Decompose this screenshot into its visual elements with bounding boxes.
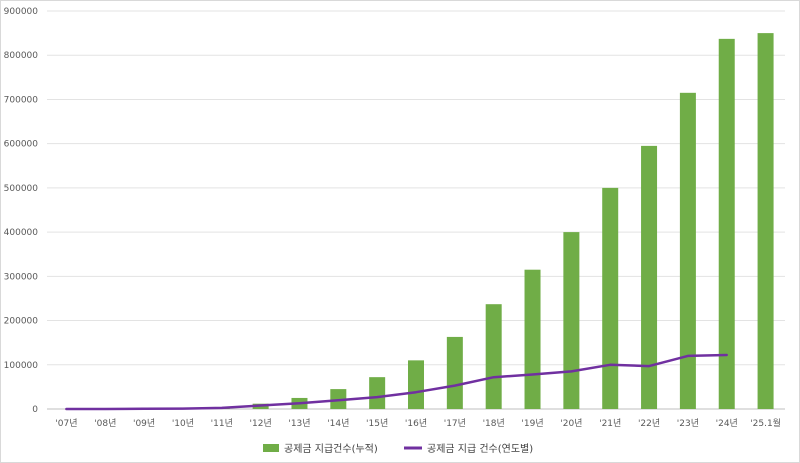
bar-series bbox=[136, 33, 774, 410]
y-tick-label: 900000 bbox=[4, 7, 39, 17]
legend-label-line: 공제금 지급 건수(연도별) bbox=[427, 443, 533, 455]
x-tick-label: '07년 bbox=[55, 418, 77, 429]
y-tick-label: 0 bbox=[32, 405, 38, 415]
x-tick-label: '12년 bbox=[250, 418, 272, 429]
x-tick-label: '18년 bbox=[483, 418, 505, 429]
x-tick-label: '16년 bbox=[405, 418, 427, 429]
x-tick-label: '17년 bbox=[444, 418, 466, 429]
x-tick-label: '11년 bbox=[211, 418, 233, 429]
y-tick-label: 200000 bbox=[4, 317, 39, 327]
x-tick-label: '14년 bbox=[327, 418, 349, 429]
gridlines bbox=[47, 10, 785, 410]
bar bbox=[524, 269, 541, 409]
bar bbox=[485, 304, 502, 409]
x-tick-label: '15년 bbox=[366, 418, 388, 429]
x-tick-label: '25.1월 bbox=[750, 417, 781, 429]
bar bbox=[602, 187, 619, 409]
y-tick-label: 700000 bbox=[4, 95, 39, 105]
y-tick-label: 500000 bbox=[4, 184, 39, 194]
x-tick-label: '22년 bbox=[638, 418, 660, 429]
bar bbox=[446, 336, 463, 409]
line-series bbox=[65, 353, 728, 411]
x-tick-label: '13년 bbox=[288, 418, 310, 429]
y-axis-tick-labels: 0 100000 200000 300000 400000 500000 600000 700… bbox=[4, 7, 39, 415]
x-tick-label: '10년 bbox=[172, 418, 194, 429]
y-tick-label: 400000 bbox=[4, 228, 39, 238]
x-tick-label: '20년 bbox=[560, 418, 582, 429]
legend: 공제금 지급건수(누적) 공제금 지급 건수(연도별) bbox=[263, 443, 533, 455]
legend-label-bar: 공제금 지급건수(누적) bbox=[284, 443, 378, 455]
x-tick-label: '09년 bbox=[133, 418, 155, 429]
bar bbox=[369, 377, 386, 409]
bar bbox=[563, 232, 580, 409]
legend-swatch-bar bbox=[263, 444, 279, 452]
x-tick-label: '08년 bbox=[94, 418, 116, 429]
y-tick-label: 800000 bbox=[4, 51, 39, 61]
y-tick-label: 300000 bbox=[4, 272, 39, 282]
bar bbox=[679, 92, 696, 410]
bar bbox=[718, 38, 735, 410]
x-tick-label: '23년 bbox=[677, 418, 699, 429]
bar bbox=[641, 145, 658, 409]
x-tick-label: '24년 bbox=[716, 418, 738, 429]
bar bbox=[757, 33, 774, 409]
x-tick-label: '19년 bbox=[521, 418, 543, 429]
series-line bbox=[65, 353, 728, 411]
x-tick-label: '21년 bbox=[599, 418, 621, 429]
x-axis-tick-labels: '07년 '08년 '09년 '10년 '11년 '12년 '13년 '14년 '15년 '16년… bbox=[55, 417, 781, 429]
bar bbox=[408, 360, 424, 409]
y-tick-label: 100000 bbox=[4, 361, 39, 371]
y-tick-label: 600000 bbox=[4, 140, 39, 150]
